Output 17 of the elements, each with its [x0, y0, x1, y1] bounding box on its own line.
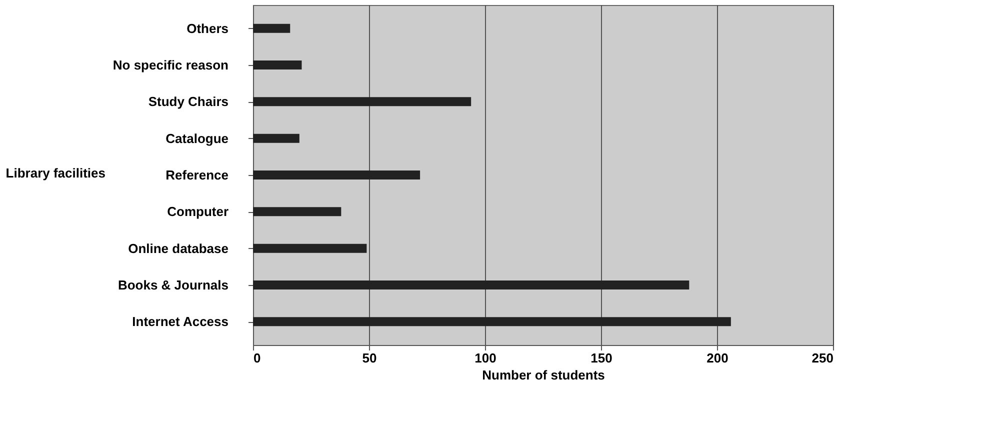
x-tick-label: 150 [590, 350, 612, 366]
x-tick-label: 100 [474, 350, 496, 366]
y-tick-label: Computer [167, 204, 228, 220]
y-tick-label: Books & Journals [118, 278, 228, 292]
y-tick-label: Study Chairs [148, 94, 228, 110]
y-tick-label: Catalogue [166, 130, 228, 146]
x-tick-label: 250 [812, 350, 834, 366]
y-axis-title: Library facilities [6, 166, 106, 180]
y-tick-label: Internet Access [132, 314, 228, 330]
y-tick-label: Reference [166, 168, 228, 182]
x-tick-label: 200 [706, 350, 728, 366]
y-tick-label: No specific reason [112, 58, 229, 72]
y-tick-label: Others [186, 20, 228, 36]
x-tick-label: 0 [254, 350, 261, 366]
x-tick-label: 50 [362, 350, 377, 366]
y-tick-label: Online database [128, 240, 228, 256]
x-axis-title: Number of students [482, 368, 605, 382]
